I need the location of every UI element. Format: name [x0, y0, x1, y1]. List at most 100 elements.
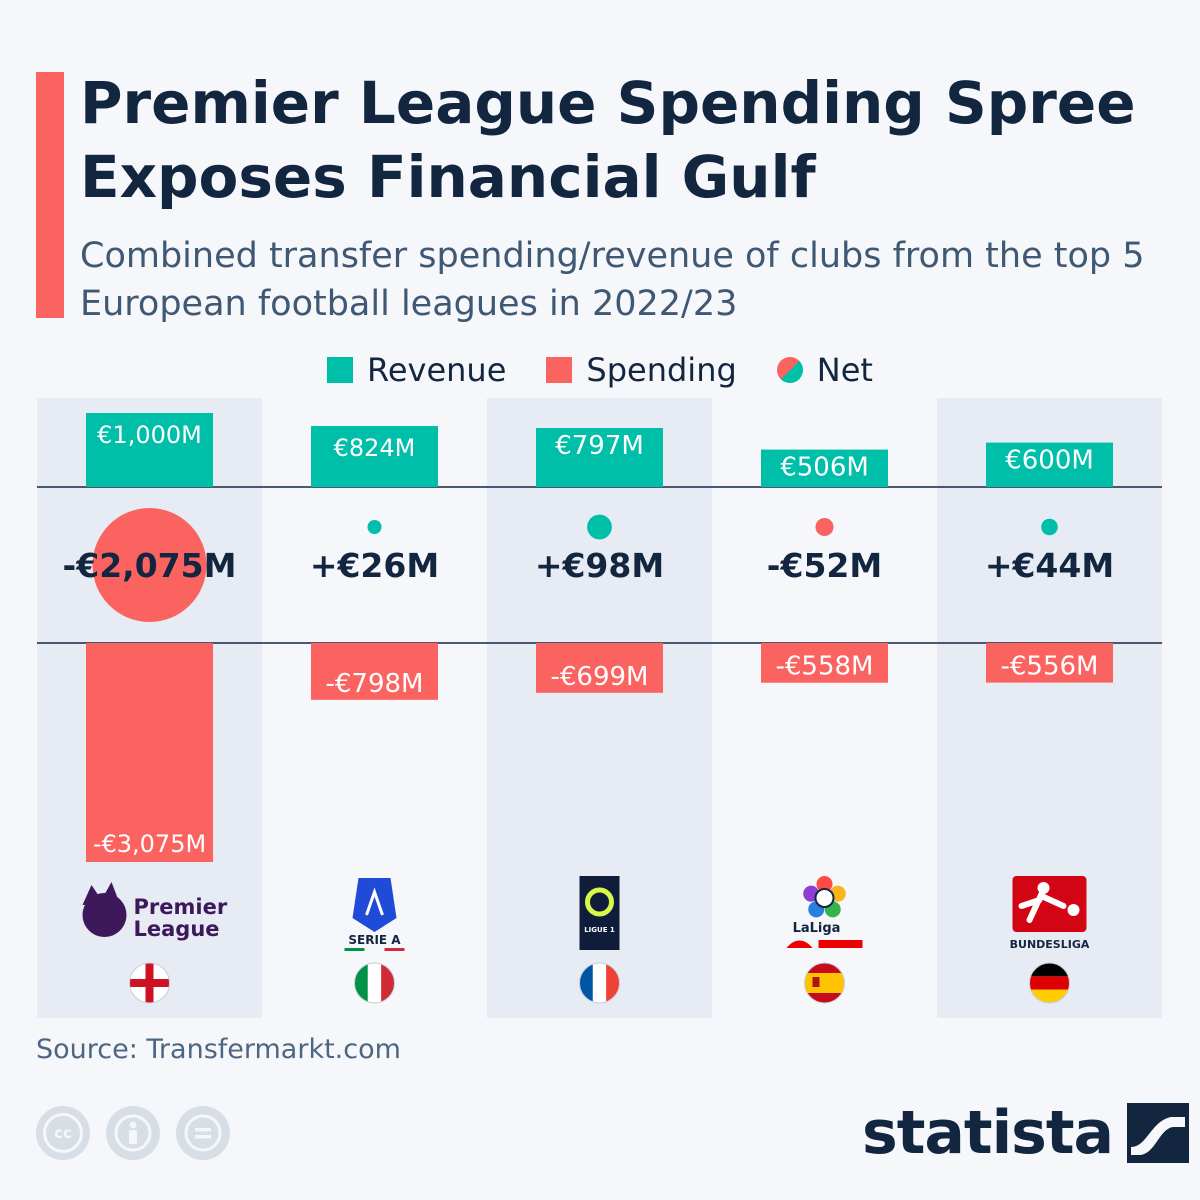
germany-flag-icon-outline: [1029, 962, 1070, 1004]
revenue-label: €797M: [555, 431, 644, 461]
legend-label-net: Net: [816, 351, 873, 389]
league-logo-4: LaLiga: [786, 876, 863, 948]
chart-title: Premier League Spending Spree Exposes Fi…: [80, 69, 1136, 211]
revenue-swatch: [327, 357, 354, 383]
spain-flag-icon-part: [804, 963, 845, 973]
bundesliga-logo-box: [1012, 876, 1087, 932]
statista-brand: statista: [862, 1098, 1190, 1168]
spain-flag-icon-outline: [804, 962, 845, 1004]
france-flag-icon-part: [592, 963, 607, 1003]
chart-subtitle: Combined transfer spending/revenue of cl…: [80, 236, 1145, 324]
revenue-label: €1,000M: [97, 421, 202, 449]
premier-league-logo-text: League: [134, 917, 220, 941]
net-bubble: [92, 508, 207, 622]
spending-bar: [86, 643, 213, 862]
net-label: +€26M: [310, 546, 439, 585]
net-label: -€2,075M: [63, 546, 237, 585]
serie-a-stripe: [384, 948, 405, 951]
laliga-petal: [829, 885, 846, 902]
germany-flag-icon: [1029, 963, 1070, 1003]
germany-flag-icon-part: [1029, 976, 1070, 990]
england-flag-icon-outline: [129, 962, 170, 1004]
ligue-1-logo-box: [579, 876, 620, 950]
germany-flag-icon-part: [1029, 989, 1070, 1003]
italy-flag-icon-part: [354, 963, 368, 1003]
germany-flag-icon-part: [1029, 963, 1070, 977]
revenue-bar: [536, 428, 663, 487]
serie-a-stripe: [344, 948, 365, 951]
license-icons: cc: [36, 1106, 230, 1160]
statista-logo-icon: [1127, 1103, 1190, 1163]
serie-a-logo-text: SERIE A: [348, 933, 401, 947]
france-flag-icon-part: [579, 963, 593, 1003]
spain-flag-icon-part: [812, 977, 820, 987]
laliga-sponsor-mark: [818, 940, 863, 948]
spending-bar: [761, 643, 888, 683]
france-flag-icon-outline: [579, 962, 620, 1004]
accent-bar: [36, 72, 64, 318]
premier-league-lion-icon: [82, 893, 127, 937]
no-derivatives-icon: [176, 1106, 230, 1160]
net-bubble: [815, 517, 834, 537]
legend-label-revenue: Revenue: [367, 351, 507, 389]
bundesliga-player-head-icon: [1037, 882, 1050, 894]
column-panel: [937, 398, 1162, 1018]
cc-icon: cc: [36, 1106, 90, 1160]
england-flag-icon-part: [129, 963, 170, 1003]
laliga-ball-icon: [814, 888, 835, 908]
premier-league-logo-text: Premier: [134, 895, 228, 919]
france-flag-icon-part: [606, 963, 620, 1003]
revenue-label: €824M: [334, 434, 416, 462]
league-logo-3: LIGUE 1: [579, 876, 620, 950]
revenue-label: €506M: [780, 453, 869, 483]
serie-a-letter-icon: [365, 887, 384, 916]
source-note: Source: Transfermarkt.com: [36, 1034, 401, 1065]
italy-flag-icon-part: [381, 963, 395, 1003]
legend-item-revenue: Revenue: [327, 351, 506, 389]
net-label: +€98M: [535, 546, 664, 585]
spending-bar: [311, 643, 438, 700]
column-panel: [487, 398, 712, 1018]
ligue-1-logo-text: LIGUE 1: [584, 926, 615, 934]
laliga-petal: [824, 901, 841, 918]
revenue-label: €600M: [1005, 446, 1094, 476]
net-label: -€52M: [767, 546, 882, 585]
bundesliga-logo-text: BUNDESLIGA: [1010, 938, 1090, 951]
serie-a-shield-icon: [352, 878, 397, 932]
spending-label: -€556M: [1001, 652, 1099, 682]
laliga-petal: [808, 901, 825, 918]
league-logo-5: BUNDESLIGA: [1010, 876, 1090, 951]
spending-label: -€798M: [326, 669, 424, 699]
legend-item-spending: Spending: [546, 351, 737, 389]
spending-bar: [986, 643, 1113, 683]
spain-flag-icon-part: [804, 973, 845, 993]
net-swatch: [771, 351, 809, 389]
laliga-petal: [803, 885, 820, 902]
net-bubble: [587, 514, 612, 540]
revenue-bar: [761, 449, 888, 487]
france-flag-icon: [579, 963, 620, 1003]
net-bubble: [1041, 518, 1058, 536]
bundesliga-ball-icon: [1067, 904, 1080, 916]
column-panel: [37, 398, 262, 1018]
bundesliga-player-icon: [1018, 891, 1067, 923]
legend-item-net: Net: [771, 351, 873, 389]
chart-legend: Revenue Spending Net: [0, 346, 1200, 394]
revenue-bar: [311, 426, 438, 487]
ligue-1-ring-icon: [585, 887, 614, 917]
spending-bar: [536, 643, 663, 693]
england-flag-icon: [129, 963, 170, 1003]
italy-flag-icon-part: [367, 963, 382, 1003]
spain-flag-icon-part: [804, 993, 845, 1003]
laliga-logo-text: LaLiga: [793, 921, 841, 936]
england-flag-icon-part: [145, 963, 154, 1003]
league-logo-2: SERIE A: [344, 878, 405, 951]
net-bubble: [367, 520, 382, 534]
spending-swatch: [546, 357, 573, 383]
spending-label: -€699M: [551, 662, 649, 692]
italy-flag-icon: [354, 963, 395, 1003]
legend-label-spending: Spending: [586, 351, 737, 389]
brand-wordmark: statista: [862, 1098, 1114, 1168]
revenue-bar: [86, 413, 213, 487]
